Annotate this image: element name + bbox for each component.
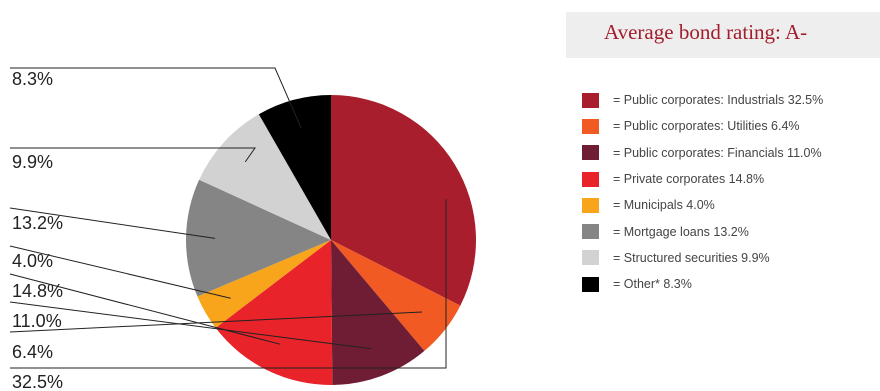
pie-slice — [258, 95, 331, 240]
legend-item: = Public corporates: Industrials 32.5% — [582, 87, 823, 113]
pie-slice — [186, 179, 331, 297]
legend-label: = Mortgage loans 13.2% — [613, 224, 749, 239]
legend-item: = Public corporates: Utilities 6.4% — [582, 113, 823, 139]
callout-line — [10, 147, 256, 163]
data-label: 32.5% — [12, 372, 63, 391]
legend-swatch — [582, 224, 599, 240]
legend-item: = Other* 8.3% — [582, 271, 823, 297]
data-label: 14.8% — [12, 281, 63, 301]
callout-line — [9, 207, 216, 239]
legend-item: = Public corporates: Financials 11.0% — [582, 140, 823, 166]
pie-slice — [331, 95, 476, 306]
data-label: 11.0% — [12, 311, 62, 331]
callout-line — [9, 245, 231, 299]
callout-line — [9, 311, 422, 333]
legend-label: = Private corporates 14.8% — [613, 172, 765, 187]
callout-line — [9, 273, 281, 345]
legend-swatch — [582, 250, 599, 266]
legend-swatch — [582, 197, 599, 213]
legend: = Public corporates: Industrials 32.5% = … — [582, 87, 823, 297]
legend-item: = Private corporates 14.8% — [582, 166, 823, 192]
legend-label: = Public corporates: Industrials 32.5% — [613, 93, 824, 108]
legend-swatch — [582, 118, 599, 134]
legend-label: = Municipals 4.0% — [613, 198, 715, 213]
callout-line — [9, 301, 372, 350]
legend-label: = Public corporates: Utilities 6.4% — [613, 119, 800, 134]
legend-item: = Mortgage loans 13.2% — [582, 218, 823, 244]
legend-swatch — [582, 276, 599, 292]
legend-swatch — [582, 92, 599, 108]
callout-line — [10, 199, 447, 369]
callout-line — [10, 67, 302, 129]
pie-slice — [331, 240, 425, 385]
legend-label: = Public corporates: Financials 11.0% — [613, 145, 822, 160]
data-label: 8.3% — [12, 69, 53, 89]
data-label: 6.4% — [12, 342, 53, 362]
legend-item: = Municipals 4.0% — [582, 192, 823, 218]
pie-slice — [197, 240, 331, 328]
legend-label: = Structured securities 9.9% — [613, 250, 770, 265]
rating-banner — [566, 12, 880, 58]
legend-label: = Other* 8.3% — [613, 277, 692, 292]
legend-item: = Structured securities 9.9% — [582, 245, 823, 271]
pie-slice — [215, 240, 333, 385]
legend-swatch — [582, 145, 599, 161]
data-label: 4.0% — [12, 251, 53, 271]
data-label: 9.9% — [12, 152, 53, 172]
data-label: 13.2% — [12, 213, 63, 233]
rating-title: Average bond rating: A- — [604, 20, 808, 44]
pie-slice — [199, 114, 331, 240]
pie-slice — [331, 240, 461, 351]
legend-swatch — [582, 171, 599, 187]
